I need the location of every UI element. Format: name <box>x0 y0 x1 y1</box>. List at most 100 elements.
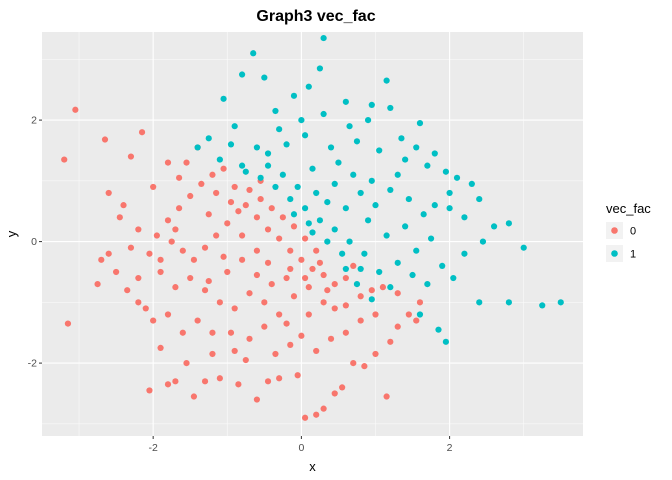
data-point-series-0 <box>190 393 198 400</box>
data-point-series-0 <box>98 256 105 263</box>
data-point-series-1 <box>383 232 390 239</box>
data-point-series-1 <box>272 107 279 115</box>
data-point-series-0 <box>157 256 164 263</box>
data-point-series-0 <box>350 359 357 367</box>
data-point-series-0 <box>198 180 205 187</box>
data-point-series-0 <box>94 281 101 288</box>
data-point-series-0 <box>164 311 172 318</box>
data-point-series-1 <box>261 74 268 81</box>
data-point-series-0 <box>183 359 190 367</box>
data-point-series-1 <box>305 83 312 90</box>
data-point-series-1 <box>402 223 409 230</box>
data-point-series-0 <box>320 405 327 412</box>
data-point-series-1 <box>353 281 361 288</box>
data-point-series-1 <box>346 123 353 130</box>
x-axis-ticks: -2 0 2 <box>148 436 453 454</box>
data-point-series-0 <box>298 332 305 339</box>
data-point-series-0 <box>290 223 298 230</box>
data-point-series-0 <box>287 265 294 273</box>
data-point-series-0 <box>135 299 142 306</box>
data-point-series-1 <box>446 189 453 197</box>
data-point-series-1 <box>402 156 409 163</box>
data-point-series-0 <box>183 159 190 166</box>
data-point-series-1 <box>490 223 498 230</box>
data-point-series-1 <box>409 271 416 279</box>
data-point-series-1 <box>257 174 264 181</box>
legend-key-point <box>611 250 618 257</box>
data-point-series-0 <box>150 317 157 324</box>
data-point-series-0 <box>235 208 242 215</box>
data-point-series-0 <box>164 217 172 224</box>
data-point-series-0 <box>379 284 387 291</box>
data-point-series-0 <box>357 317 364 324</box>
data-point-series-1 <box>424 281 431 288</box>
data-point-series-1 <box>320 34 327 42</box>
data-point-series-1 <box>346 238 353 245</box>
data-point-series-1 <box>398 135 405 142</box>
data-point-series-1 <box>313 189 320 197</box>
data-point-series-1 <box>290 211 298 218</box>
data-point-series-1 <box>324 238 331 245</box>
data-point-series-0 <box>261 323 268 330</box>
data-point-series-0 <box>216 299 223 306</box>
data-point-series-0 <box>253 247 261 254</box>
data-point-series-0 <box>205 277 212 285</box>
data-point-series-0 <box>342 274 349 282</box>
data-point-series-1 <box>320 110 327 118</box>
data-point-series-0 <box>361 363 368 370</box>
data-point-series-1 <box>294 183 301 191</box>
data-point-series-1 <box>387 284 394 291</box>
data-point-series-1 <box>427 235 435 242</box>
data-point-series-0 <box>127 153 135 160</box>
data-point-series-0 <box>264 259 272 266</box>
data-point-series-0 <box>394 290 401 297</box>
data-point-series-0 <box>416 299 424 306</box>
data-point-series-0 <box>272 350 279 358</box>
data-point-series-1 <box>376 268 383 276</box>
data-point-series-1 <box>327 144 335 151</box>
data-point-series-1 <box>372 202 379 209</box>
data-point-series-1 <box>435 326 442 333</box>
data-point-series-1 <box>416 120 424 127</box>
data-point-series-0 <box>64 320 72 327</box>
data-point-series-0 <box>268 205 275 212</box>
data-point-series-1 <box>335 159 342 166</box>
data-point-series-0 <box>176 205 183 212</box>
data-point-series-0 <box>231 183 238 191</box>
data-point-series-1 <box>301 205 309 212</box>
data-point-series-1 <box>342 98 349 105</box>
data-point-series-0 <box>116 214 123 221</box>
data-point-series-0 <box>224 220 231 227</box>
data-point-series-0 <box>357 293 364 300</box>
data-point-series-1 <box>505 220 512 227</box>
data-point-series-1 <box>476 299 483 306</box>
data-point-series-1 <box>357 189 364 197</box>
data-point-series-1 <box>357 265 364 273</box>
data-point-series-1 <box>339 250 346 257</box>
data-point-series-0 <box>264 378 272 385</box>
data-point-series-0 <box>283 274 290 282</box>
data-point-series-0 <box>213 189 220 197</box>
data-point-series-1 <box>350 171 357 178</box>
data-point-series-0 <box>320 299 327 306</box>
data-point-series-1 <box>461 250 468 257</box>
data-point-series-0 <box>164 381 172 388</box>
data-point-series-1 <box>394 259 401 266</box>
data-point-series-0 <box>120 202 127 209</box>
data-point-series-0 <box>213 232 220 239</box>
data-point-series-1 <box>442 168 449 175</box>
y-axis-ticks: -2 0 2 <box>28 115 42 370</box>
data-point-series-0 <box>179 247 186 254</box>
data-point-series-0 <box>164 159 172 166</box>
data-point-series-1 <box>264 162 272 169</box>
data-point-series-1 <box>364 116 372 124</box>
data-point-series-0 <box>372 311 379 318</box>
data-point-series-0 <box>157 344 164 352</box>
data-point-series-0 <box>246 186 253 194</box>
data-point-series-0 <box>350 262 357 269</box>
y-tick-label: 0 <box>31 236 37 248</box>
data-point-series-1 <box>283 141 290 148</box>
data-point-series-0 <box>268 281 275 288</box>
data-point-series-0 <box>301 414 309 421</box>
